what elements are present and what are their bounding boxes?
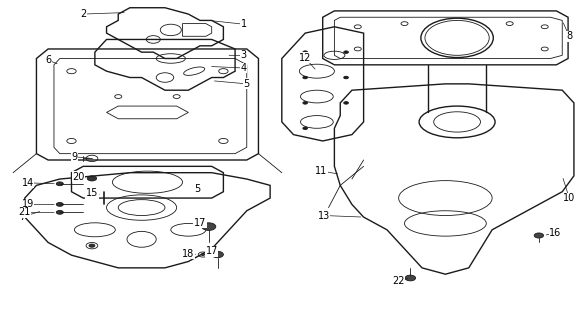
- Text: 19: 19: [22, 199, 34, 209]
- Text: 14: 14: [22, 178, 34, 188]
- Text: 6: 6: [45, 55, 51, 65]
- Circle shape: [202, 223, 216, 230]
- Text: 18: 18: [182, 249, 194, 259]
- Circle shape: [56, 182, 63, 186]
- Text: 11: 11: [315, 166, 328, 176]
- Circle shape: [303, 102, 308, 104]
- Circle shape: [56, 211, 63, 214]
- Text: 15: 15: [86, 188, 98, 198]
- Text: 20: 20: [72, 172, 85, 182]
- Circle shape: [87, 176, 97, 181]
- Text: 10: 10: [563, 193, 575, 203]
- Circle shape: [212, 252, 224, 258]
- Text: 7: 7: [19, 212, 25, 222]
- Circle shape: [89, 244, 95, 247]
- Text: 5: 5: [244, 79, 250, 89]
- Text: 4: 4: [241, 63, 247, 73]
- Text: 21: 21: [19, 207, 31, 217]
- Circle shape: [344, 76, 349, 79]
- Circle shape: [344, 102, 349, 104]
- Circle shape: [303, 51, 308, 53]
- Text: 8: 8: [566, 31, 572, 41]
- Circle shape: [405, 275, 416, 281]
- Circle shape: [201, 253, 205, 255]
- Circle shape: [303, 127, 308, 130]
- Circle shape: [344, 51, 349, 53]
- Circle shape: [56, 203, 63, 206]
- Circle shape: [303, 76, 308, 79]
- Text: 5: 5: [194, 184, 200, 194]
- Text: 9: 9: [72, 152, 77, 162]
- Text: 17: 17: [205, 246, 218, 256]
- Text: 2: 2: [80, 9, 86, 19]
- Text: 17: 17: [194, 218, 206, 228]
- Text: 12: 12: [299, 53, 311, 63]
- Text: 13: 13: [318, 211, 330, 220]
- Text: 16: 16: [549, 228, 561, 238]
- Text: 3: 3: [241, 50, 247, 60]
- Text: 1: 1: [241, 19, 247, 29]
- Text: 22: 22: [393, 276, 405, 285]
- Circle shape: [534, 233, 544, 238]
